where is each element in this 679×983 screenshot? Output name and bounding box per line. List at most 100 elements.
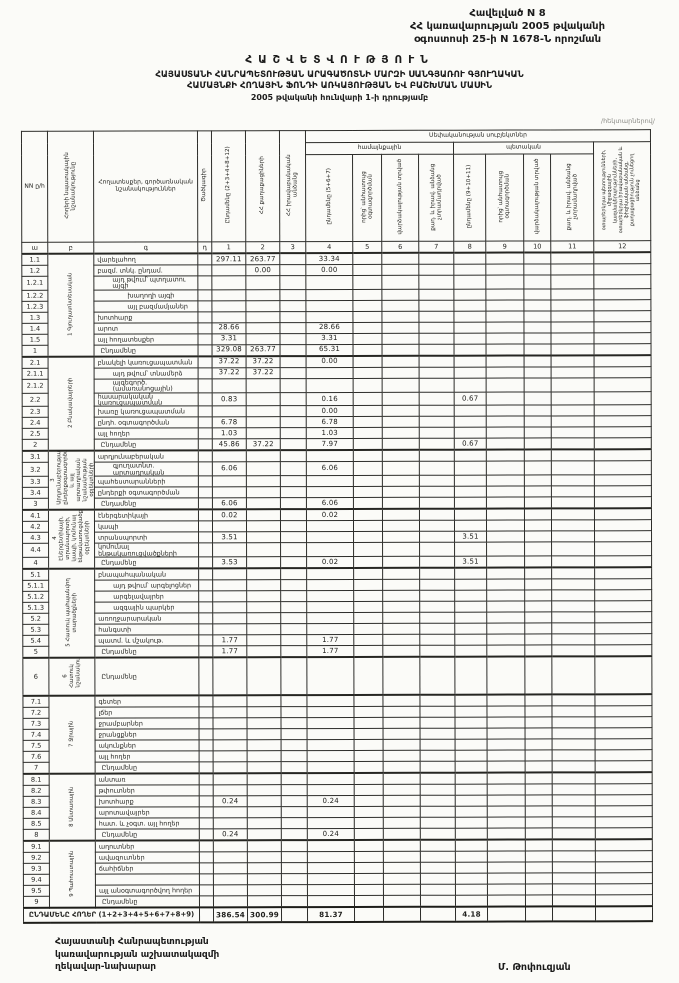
value-cell — [306, 657, 354, 696]
code-cell — [198, 634, 213, 646]
value-cell — [279, 275, 306, 290]
value-cell — [524, 405, 552, 417]
value-cell — [382, 612, 420, 624]
value-cell: 3.31 — [305, 333, 354, 345]
value-cell — [353, 601, 383, 613]
value-cell — [454, 427, 487, 439]
value-cell — [525, 806, 553, 818]
value-cell — [382, 378, 420, 393]
row-number: 3.4 — [22, 487, 49, 499]
value-cell — [305, 311, 353, 323]
value-cell — [552, 794, 596, 806]
col-header-community-gratis: որից՝ անհատույց օգտագործման — [352, 154, 382, 242]
value-cell — [383, 795, 421, 807]
value-cell: 0.00 — [306, 355, 354, 368]
value-cell — [281, 895, 308, 908]
code-cell — [198, 476, 213, 488]
land-type-label: Ընդամենը — [95, 828, 200, 841]
value-cell — [523, 288, 551, 300]
value-cell — [524, 355, 552, 367]
land-type-label: Ընդամենը — [95, 895, 200, 908]
value-cell — [525, 784, 553, 796]
value-cell — [246, 378, 281, 393]
value-cell — [551, 366, 595, 378]
value-cell — [419, 416, 455, 428]
value-cell — [280, 392, 307, 407]
value-cell — [246, 623, 281, 635]
value-cell — [454, 656, 487, 695]
section-label: 7 Ջրային — [48, 695, 96, 774]
value-cell — [594, 405, 652, 417]
code-cell — [197, 300, 212, 312]
code-cell — [198, 406, 213, 418]
code-cell — [198, 417, 213, 429]
value-cell — [354, 795, 384, 807]
code-cell — [198, 367, 213, 379]
row-number: 1 — [22, 345, 49, 357]
value-cell — [524, 531, 552, 543]
value-cell — [487, 784, 526, 796]
value-cell — [420, 795, 456, 807]
value-cell — [594, 694, 653, 706]
value-cell — [593, 274, 651, 289]
row-number: 3.3 — [22, 476, 49, 488]
grand-total-label: ԸՆԴԱՄԵՆԸ ՀՈՂԵՐ (1+2+3+4+5+6+7+8+9) — [23, 907, 200, 923]
value-cell — [353, 367, 383, 379]
row-number: 8 — [23, 829, 50, 841]
row-number: 4.3 — [22, 532, 49, 544]
value-cell: 65.31 — [306, 344, 354, 356]
value-cell — [353, 656, 383, 696]
value-cell — [453, 321, 486, 334]
value-cell — [523, 310, 551, 322]
land-type-label: պահեստարանների — [94, 476, 199, 488]
value-cell — [307, 884, 355, 896]
value-cell — [455, 784, 488, 796]
value-cell — [213, 739, 248, 751]
value-cell — [213, 761, 248, 774]
value-cell — [486, 438, 525, 451]
value-cell — [454, 601, 487, 613]
grand-total-value — [487, 906, 526, 922]
value-cell — [454, 623, 487, 635]
value-cell — [524, 601, 552, 613]
value-cell — [455, 817, 488, 829]
value-cell — [485, 275, 524, 289]
value-cell — [280, 556, 307, 569]
value-cell — [550, 274, 594, 289]
value-cell — [419, 706, 455, 718]
value-cell — [382, 645, 420, 657]
value-cell — [306, 695, 354, 707]
value-cell: 1.03 — [212, 428, 247, 440]
value-cell — [213, 840, 248, 852]
value-cell — [281, 761, 308, 774]
table-body: ա բ գ դ 1 2 3 4 5 6 7 8 9 10 11 12 1.1 1 Գյուղատնտեսական վ… — [21, 240, 653, 923]
value-cell — [550, 263, 594, 275]
value-cell — [353, 556, 383, 569]
land-type-label: գյուղատնտ. արտադրական — [94, 462, 199, 477]
value-cell — [280, 355, 307, 368]
code-cell — [198, 392, 213, 407]
value-cell — [354, 817, 384, 829]
land-type-label: արոտ — [93, 322, 198, 334]
value-cell — [487, 895, 526, 907]
value-cell — [247, 817, 282, 829]
value-cell — [454, 542, 487, 557]
row-number: 1.2.2 — [21, 290, 48, 302]
code-cell — [198, 601, 213, 613]
value-cell — [595, 816, 653, 828]
value-cell — [382, 706, 420, 718]
code-cell — [198, 695, 213, 707]
value-cell — [246, 612, 281, 624]
value-cell — [246, 450, 281, 463]
value-cell — [419, 475, 455, 487]
value-cell — [280, 344, 307, 356]
value-cell: 3.53 — [212, 556, 247, 569]
row-number: 5.1.1 — [22, 580, 49, 592]
col-header-total: Ընդամենը (2+3+4+8+12) — [211, 130, 246, 242]
value-cell — [246, 417, 281, 429]
value-cell — [246, 406, 281, 418]
value-cell — [280, 590, 307, 602]
value-cell — [487, 750, 526, 762]
value-cell: 0.24 — [213, 828, 248, 841]
value-cell — [382, 567, 420, 580]
